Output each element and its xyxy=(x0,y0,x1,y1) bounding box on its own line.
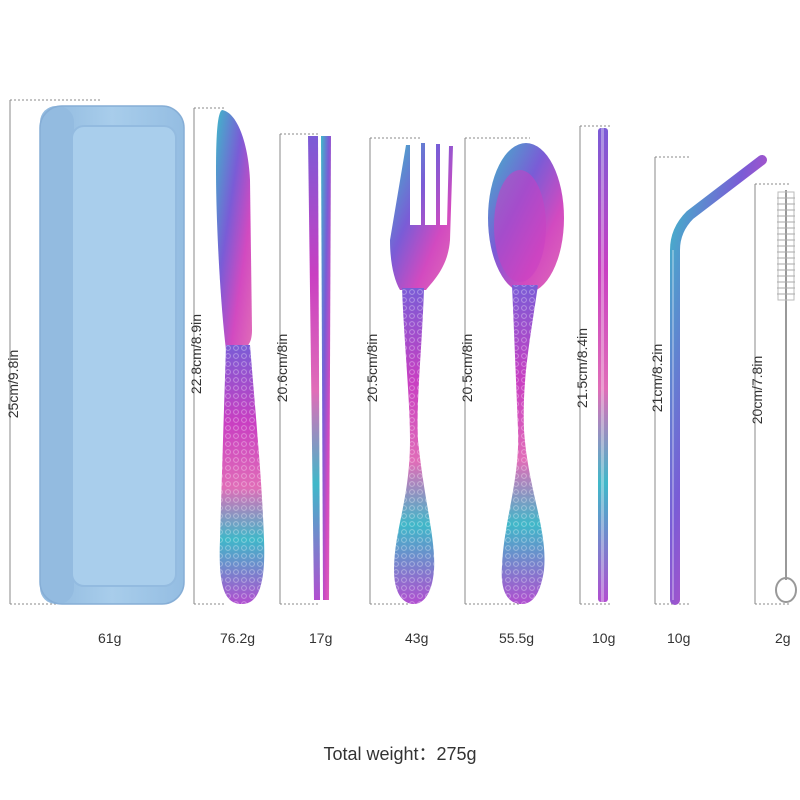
fork-dimension-label: 20.5cm/8in xyxy=(364,333,380,403)
case-dimension-label: 25cm/9.8in xyxy=(5,349,21,419)
spoon xyxy=(488,143,564,604)
knife xyxy=(216,110,265,604)
chopsticks xyxy=(308,136,331,600)
spoon-dimension-label: 20.5cm/8in xyxy=(459,333,475,403)
dimension-lines xyxy=(9,99,790,605)
brush-dimension-label: 20cm/7.8in xyxy=(749,355,765,425)
cutlery-case xyxy=(39,105,185,605)
chopsticks-dimension-label: 20.6cm/8in xyxy=(274,333,290,403)
straight-straw-dimension-label: 21.5cm/8.4in xyxy=(574,327,590,409)
fork-weight: 43g xyxy=(405,630,429,646)
fork xyxy=(390,143,453,604)
straight-straw-weight: 10g xyxy=(592,630,616,646)
bent-straw-weight: 10g xyxy=(667,630,691,646)
spoon-weight: 55.5g xyxy=(499,630,535,646)
brush-weight: 2g xyxy=(775,630,791,646)
straight-straw xyxy=(598,128,608,602)
case-weight: 61g xyxy=(98,630,122,646)
cleaning-brush xyxy=(775,190,797,603)
knife-weight: 76.2g xyxy=(220,630,256,646)
knife-dimension-label: 22.8cm/8.9in xyxy=(188,313,204,395)
bent-straw xyxy=(670,155,767,605)
total-weight: Total weight：275g xyxy=(323,744,477,764)
bent-straw-dimension-label: 21cm/8.2in xyxy=(649,343,665,413)
chopsticks-weight: 17g xyxy=(309,630,333,646)
